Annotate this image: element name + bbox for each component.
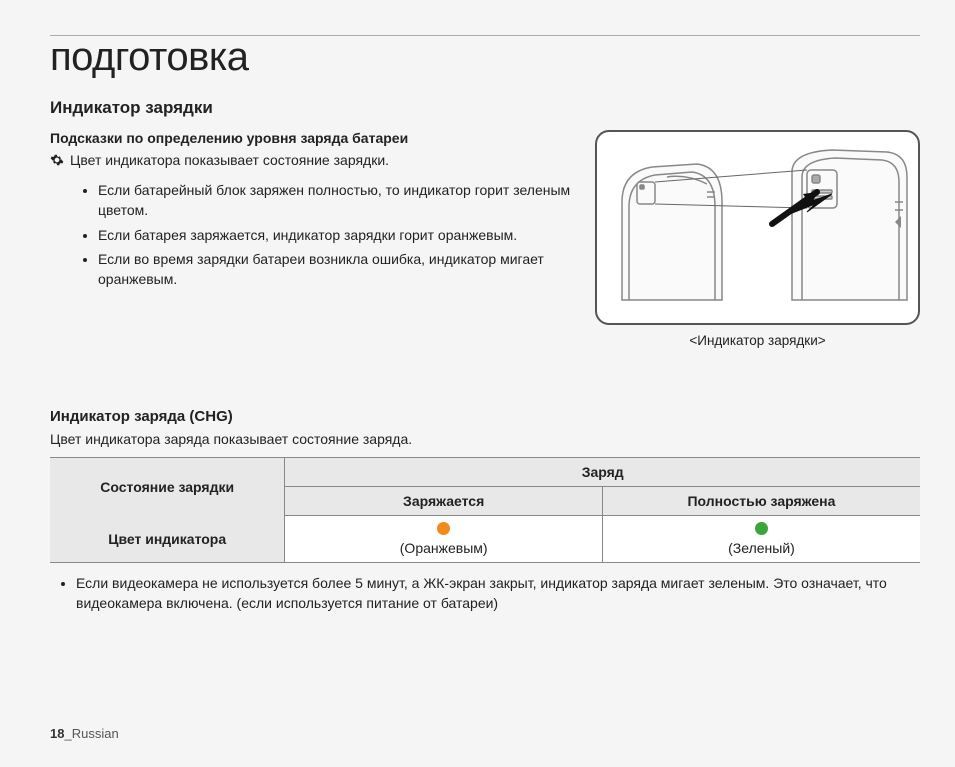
orange-dot-icon — [437, 522, 450, 535]
orange-label: (Оранжевым) — [400, 540, 488, 556]
section-chg: Индикатор заряда (CHG) Цвет индикатора з… — [50, 408, 920, 614]
hint-line: Подсказки по определению уровня заряда б… — [50, 130, 577, 146]
bullet-list: Если батарейный блок заряжен полностью, … — [98, 180, 577, 289]
page-lang: Russian — [72, 726, 119, 741]
page-footer: 18_Russian — [50, 726, 119, 741]
section-subtitle: Индикатор зарядки — [50, 98, 920, 118]
gear-text: Цвет индикатора показывает состояние зар… — [70, 152, 389, 168]
chg-table: Состояние зарядки Заряд Заряжается Полно… — [50, 457, 920, 563]
green-dot-icon — [755, 522, 768, 535]
row-label: Цвет индикатора — [50, 516, 285, 563]
page-title: подготовка — [50, 35, 920, 80]
green-label: (Зеленый) — [728, 540, 795, 556]
note-item: Если видеокамера не используется более 5… — [76, 573, 920, 614]
chg-title: Индикатор заряда (CHG) — [50, 408, 920, 425]
device-figure — [595, 130, 920, 325]
text-column: Подсказки по определению уровня заряда б… — [50, 130, 577, 293]
page-number: 18 — [50, 726, 64, 741]
th-full: Полностью заряжена — [602, 487, 920, 516]
th-state: Состояние зарядки — [50, 458, 285, 516]
content-row: Подсказки по определению уровня заряда б… — [50, 130, 920, 348]
figure-column: <Индикатор зарядки> — [595, 130, 920, 348]
th-charge: Заряд — [285, 458, 920, 487]
top-rule — [50, 35, 920, 36]
list-item: Если батарейный блок заряжен полностью, … — [98, 180, 577, 221]
cell-orange: (Оранжевым) — [285, 516, 603, 563]
note-list: Если видеокамера не используется более 5… — [76, 573, 920, 614]
list-item: Если батарея заряжается, индикатор заряд… — [98, 225, 577, 245]
th-charging: Заряжается — [285, 487, 603, 516]
cell-green: (Зеленый) — [602, 516, 920, 563]
chg-subtitle: Цвет индикатора заряда показывает состоя… — [50, 431, 920, 447]
figure-caption: <Индикатор зарядки> — [595, 333, 920, 348]
list-item: Если во время зарядки батареи возникла о… — [98, 249, 577, 290]
gear-line: Цвет индикатора показывает состояние зар… — [50, 152, 577, 168]
gear-icon — [50, 153, 64, 167]
